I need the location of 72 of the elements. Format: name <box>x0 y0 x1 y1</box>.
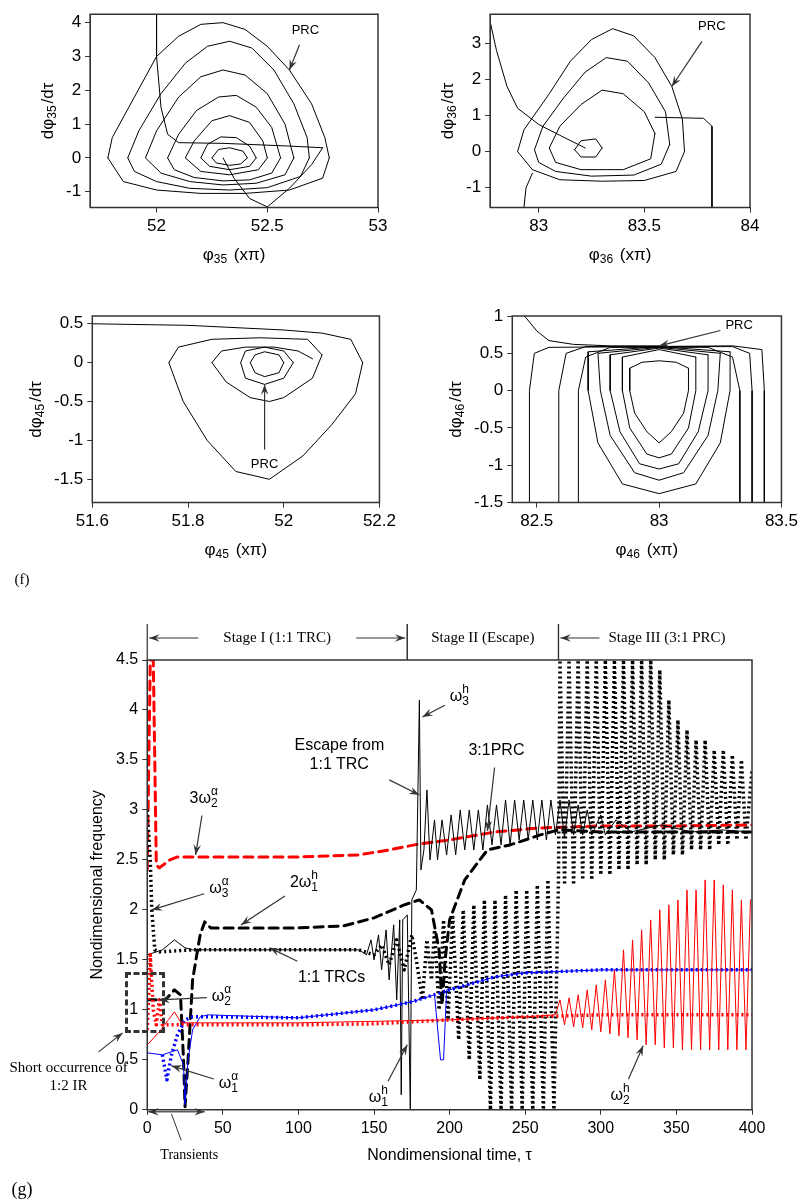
x-tick-label: 83.5 <box>627 216 661 236</box>
y-tick-label: 3 <box>129 800 139 818</box>
text: (f) <box>14 570 30 588</box>
annotation: 3:1PRC <box>468 741 525 759</box>
x-tick-label: 350 <box>663 1118 690 1136</box>
x-tick-label: 400 <box>738 1118 766 1136</box>
text: Transients <box>160 1147 219 1163</box>
y-axis-title: dφ46/dτ <box>445 380 468 438</box>
y-tick-label: 1 <box>471 105 482 125</box>
text: Stage II (Escape) <box>431 628 535 646</box>
text: Stage I (1:1 TRC) <box>223 628 331 646</box>
y-tick-label: 1 <box>71 113 82 133</box>
text: (g) <box>11 1178 33 1200</box>
x-tick-label: 51.6 <box>75 511 109 531</box>
y-axis-title: dφ45/dτ <box>25 380 48 438</box>
x-axis-title: Nondimensional time, τ <box>367 1146 533 1164</box>
y-tick-label: -1.5 <box>54 468 84 488</box>
x-tick-label: 52 <box>274 511 294 531</box>
y-tick-label: 2 <box>471 68 482 88</box>
y-tick-label: 1.5 <box>115 950 139 968</box>
x-tick-label: 200 <box>436 1118 464 1136</box>
y-tick-label: 3 <box>71 46 82 66</box>
annotation: PRC <box>725 317 753 333</box>
y-tick-label: -1 <box>465 177 482 197</box>
x-tick-label: 51.8 <box>171 511 205 531</box>
x-tick-label: 300 <box>587 1118 615 1136</box>
y-tick-label: -1 <box>488 454 504 474</box>
y-tick-label: -0.5 <box>474 417 504 437</box>
y-tick-label: 2.5 <box>115 850 139 868</box>
y-tick-label: 4 <box>129 700 139 718</box>
y-tick-label: 4 <box>71 12 82 32</box>
annotation: PRC <box>250 456 279 471</box>
x-tick-label: 83 <box>529 216 549 236</box>
y-tick-label: 1 <box>493 305 504 325</box>
x-tick-label: 50 <box>213 1118 232 1136</box>
x-tick-label: 84 <box>740 216 760 236</box>
x-tick-label: 100 <box>285 1118 312 1136</box>
x-tick-label: 82.5 <box>520 511 554 531</box>
y-tick-label: -1 <box>65 181 82 201</box>
x-tick-label: 150 <box>360 1118 388 1136</box>
y-tick-label: 0 <box>129 1100 139 1118</box>
x-tick-label: 52.2 <box>362 511 396 531</box>
y-tick-label: 3 <box>471 32 482 52</box>
x-tick-label: 250 <box>511 1118 539 1136</box>
text: Stage III (3:1 PRC) <box>608 628 726 646</box>
x-tick-label: 83.5 <box>764 511 798 531</box>
y-tick-label: -1 <box>68 430 84 450</box>
y-tick-label: 4.5 <box>115 650 139 668</box>
x-tick-label: 53 <box>368 216 388 236</box>
x-tick-label: 83 <box>649 511 669 531</box>
annotation: 1:1 TRCs <box>297 968 366 986</box>
y-tick-label: 2 <box>71 79 82 99</box>
y-tick-label: 0 <box>71 147 82 167</box>
y-axis-title: dφ36/dτ <box>437 82 460 140</box>
y-tick-label: 0 <box>73 352 84 372</box>
x-tick-label: 52.5 <box>250 216 284 236</box>
y-tick-label: -0.5 <box>54 391 84 411</box>
y-tick-label: -1.5 <box>474 492 504 512</box>
y-tick-label: 1 <box>129 1000 139 1018</box>
annotation: PRC <box>291 21 320 37</box>
y-tick-label: 0 <box>493 380 504 400</box>
annotation: Escape from 1:1 TRC <box>294 735 385 772</box>
y-tick-label: 3.5 <box>115 750 139 768</box>
y-axis-title: Nondimensional frequency <box>88 790 106 980</box>
y-tick-label: 0.5 <box>479 343 504 363</box>
y-tick-label: 0 <box>471 141 482 161</box>
annotation: PRC <box>698 18 726 34</box>
y-tick-label: 0.5 <box>59 313 84 333</box>
x-tick-label: 52 <box>147 216 167 236</box>
y-axis-title: dφ35/dτ <box>37 82 60 140</box>
y-tick-label: 2 <box>129 900 139 918</box>
x-tick-label: 0 <box>142 1118 152 1136</box>
